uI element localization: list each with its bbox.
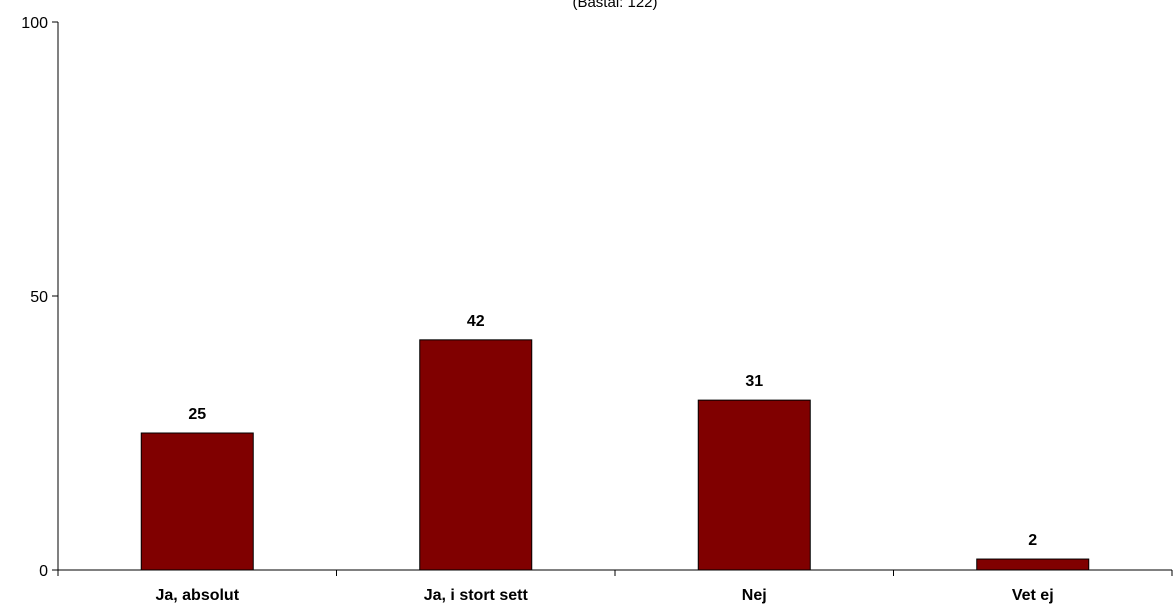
chart-subtitle: (Bastal: 122)	[572, 0, 657, 11]
data-label: 2	[1028, 532, 1037, 549]
x-axis-ticks	[57, 570, 1173, 576]
category-labels: Ja, absolut Ja, i stort sett Nej Vet ej	[155, 587, 1053, 604]
bar	[697, 399, 811, 571]
y-tick-label: 100	[21, 15, 48, 32]
y-tick-label: 0	[39, 563, 48, 580]
category-label: Vet ej	[1012, 587, 1054, 604]
bars	[140, 339, 1090, 571]
bar	[140, 432, 254, 571]
category-label: Ja, i stort sett	[424, 587, 529, 604]
category-label: Nej	[742, 587, 767, 604]
bar	[976, 558, 1090, 571]
y-axis-ticks: 0 50 100	[21, 15, 58, 580]
data-label: 42	[467, 313, 485, 330]
data-label: 25	[188, 406, 206, 423]
y-tick-label: 50	[30, 289, 48, 306]
category-label: Ja, absolut	[155, 587, 239, 604]
bar	[419, 339, 533, 571]
data-label: 31	[745, 373, 763, 390]
data-labels: 25 42 31 2	[188, 313, 1037, 549]
